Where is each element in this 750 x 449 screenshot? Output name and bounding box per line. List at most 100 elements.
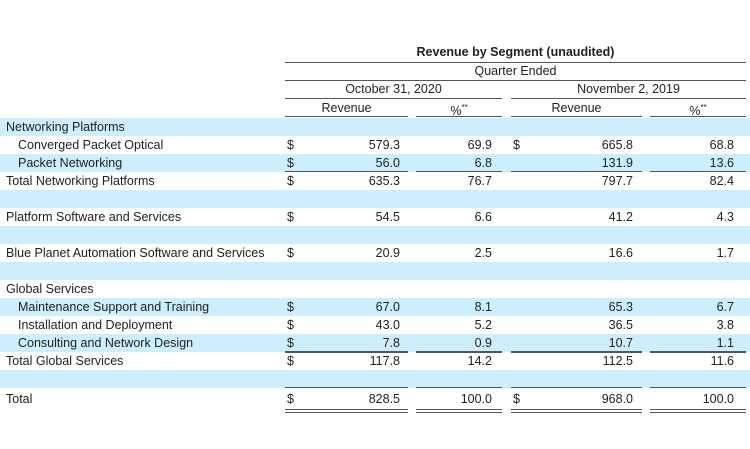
currency-symbol: $	[287, 156, 294, 170]
currency-symbol: $	[287, 246, 294, 260]
revenue-2019: 112.5	[602, 354, 633, 368]
table-row: Maintenance Support and Training $67.0 8.1…	[0, 298, 750, 316]
table-row: Consulting and Network Design $7.8 0.9 10.7…	[0, 334, 750, 352]
divider	[416, 116, 502, 117]
row-label: Total Networking Platforms	[6, 174, 155, 188]
revenue-2020: 56.0	[375, 156, 400, 170]
divider	[416, 387, 502, 388]
table-row: Global Services	[0, 280, 750, 298]
table-row: Networking Platforms	[0, 118, 750, 136]
table-row: Converged Packet Optical $579.3 69.9 $665.8…	[0, 136, 750, 154]
divider	[416, 171, 502, 172]
divider	[285, 116, 408, 117]
currency-symbol: $	[287, 210, 294, 224]
divider	[511, 387, 642, 388]
table-title: Revenue by Segment (unaudited)	[416, 45, 615, 59]
percent-2020: 5.2	[474, 318, 492, 332]
percent-2019: 1.1	[716, 336, 734, 350]
revenue-2019: 665.8	[601, 138, 633, 152]
currency-symbol: $	[513, 138, 520, 152]
revenue-header-2019: Revenue	[551, 101, 602, 115]
row-label: Converged Packet Optical	[18, 138, 164, 152]
period-header: Quarter Ended	[474, 64, 557, 78]
divider	[511, 409, 642, 413]
divider	[650, 171, 746, 172]
footnote-mark: **	[461, 103, 468, 112]
row-label: Maintenance Support and Training	[18, 300, 210, 314]
percent-2019: 3.8	[716, 318, 734, 332]
currency-symbol: $	[287, 392, 294, 406]
row-label: Consulting and Network Design	[18, 336, 194, 350]
table-row: Platform Software and Services $54.5 6.6 41…	[0, 208, 750, 226]
percent-2020: 76.7	[467, 174, 492, 188]
table-row: Total Global Services $117.8 14.2 112.5 11.6	[0, 352, 750, 370]
percent-header-2019: %**	[650, 101, 746, 118]
table-row: Blue Planet Automation Software and Serv…	[0, 244, 750, 262]
table-row	[0, 370, 750, 388]
divider	[285, 409, 408, 413]
row-label: Installation and Deployment	[18, 318, 173, 332]
percent-label: %	[450, 104, 462, 119]
percent-2019: 82.4	[709, 174, 734, 188]
revenue-2019: 968.0	[601, 392, 633, 406]
percent-2020: 0.9	[474, 336, 492, 350]
divider	[511, 351, 642, 353]
table-row: Total Networking Platforms $635.3 76.7 797.…	[0, 172, 750, 190]
revenue-2019: 10.7	[608, 336, 633, 350]
revenue-2020: 54.5	[375, 210, 400, 224]
row-label: Global Services	[6, 282, 94, 296]
percent-2019: 68.8	[709, 138, 734, 152]
row-label: Total Global Services	[6, 354, 124, 368]
divider	[416, 409, 502, 413]
revenue-2020: 635.3	[368, 174, 400, 188]
currency-symbol: $	[287, 336, 294, 350]
revenue-2020: 43.0	[375, 318, 400, 332]
row-label: Networking Platforms	[6, 120, 125, 134]
revenue-2020: 117.8	[369, 354, 400, 368]
percent-2019: 1.7	[716, 246, 734, 260]
percent-2020: 100.0	[460, 392, 492, 406]
percent-2019: 13.6	[709, 156, 734, 170]
percent-2019: 11.6	[710, 354, 734, 368]
period-2019: November 2, 2019	[577, 82, 680, 96]
revenue-2020: 67.0	[375, 300, 400, 314]
percent-2020: 6.6	[474, 210, 492, 224]
divider	[285, 171, 408, 172]
table-row	[0, 226, 750, 244]
percent-2019: 4.3	[716, 210, 734, 224]
table-row: Total $828.5 100.0 $968.0 100.0	[0, 390, 750, 408]
table-row: Packet Networking $56.0 6.8 131.9 13.6	[0, 154, 750, 172]
row-label: Blue Planet Automation Software and Serv…	[6, 246, 265, 260]
currency-symbol: $	[287, 138, 294, 152]
divider	[511, 116, 642, 117]
table-row	[0, 262, 750, 280]
currency-symbol: $	[287, 354, 294, 368]
row-label: Platform Software and Services	[6, 210, 182, 224]
percent-2020: 2.5	[474, 246, 492, 260]
percent-2020: 8.1	[474, 300, 492, 314]
percent-2020: 6.8	[474, 156, 492, 170]
period-2020: October 31, 2020	[345, 82, 442, 96]
percent-2020: 14.2	[467, 354, 492, 368]
revenue-2020: 7.8	[382, 336, 400, 350]
divider	[285, 351, 408, 353]
revenue-2019: 797.7	[601, 174, 633, 188]
footnote-mark: **	[700, 103, 707, 112]
divider	[285, 98, 502, 99]
revenue-2019: 16.6	[608, 246, 633, 260]
revenue-2019: 36.5	[608, 318, 633, 332]
divider	[416, 351, 502, 353]
divider	[650, 116, 746, 117]
revenue-header-2020: Revenue	[321, 101, 372, 115]
divider	[650, 409, 746, 413]
revenue-2019: 131.9	[601, 156, 633, 170]
divider	[285, 62, 746, 63]
percent-2020: 69.9	[467, 138, 492, 152]
divider	[285, 387, 408, 388]
table-row	[0, 190, 750, 208]
revenue-2019: 41.2	[608, 210, 633, 224]
divider	[285, 80, 746, 81]
percent-2019: 6.7	[716, 300, 734, 314]
percent-header-2020: %**	[416, 101, 502, 118]
